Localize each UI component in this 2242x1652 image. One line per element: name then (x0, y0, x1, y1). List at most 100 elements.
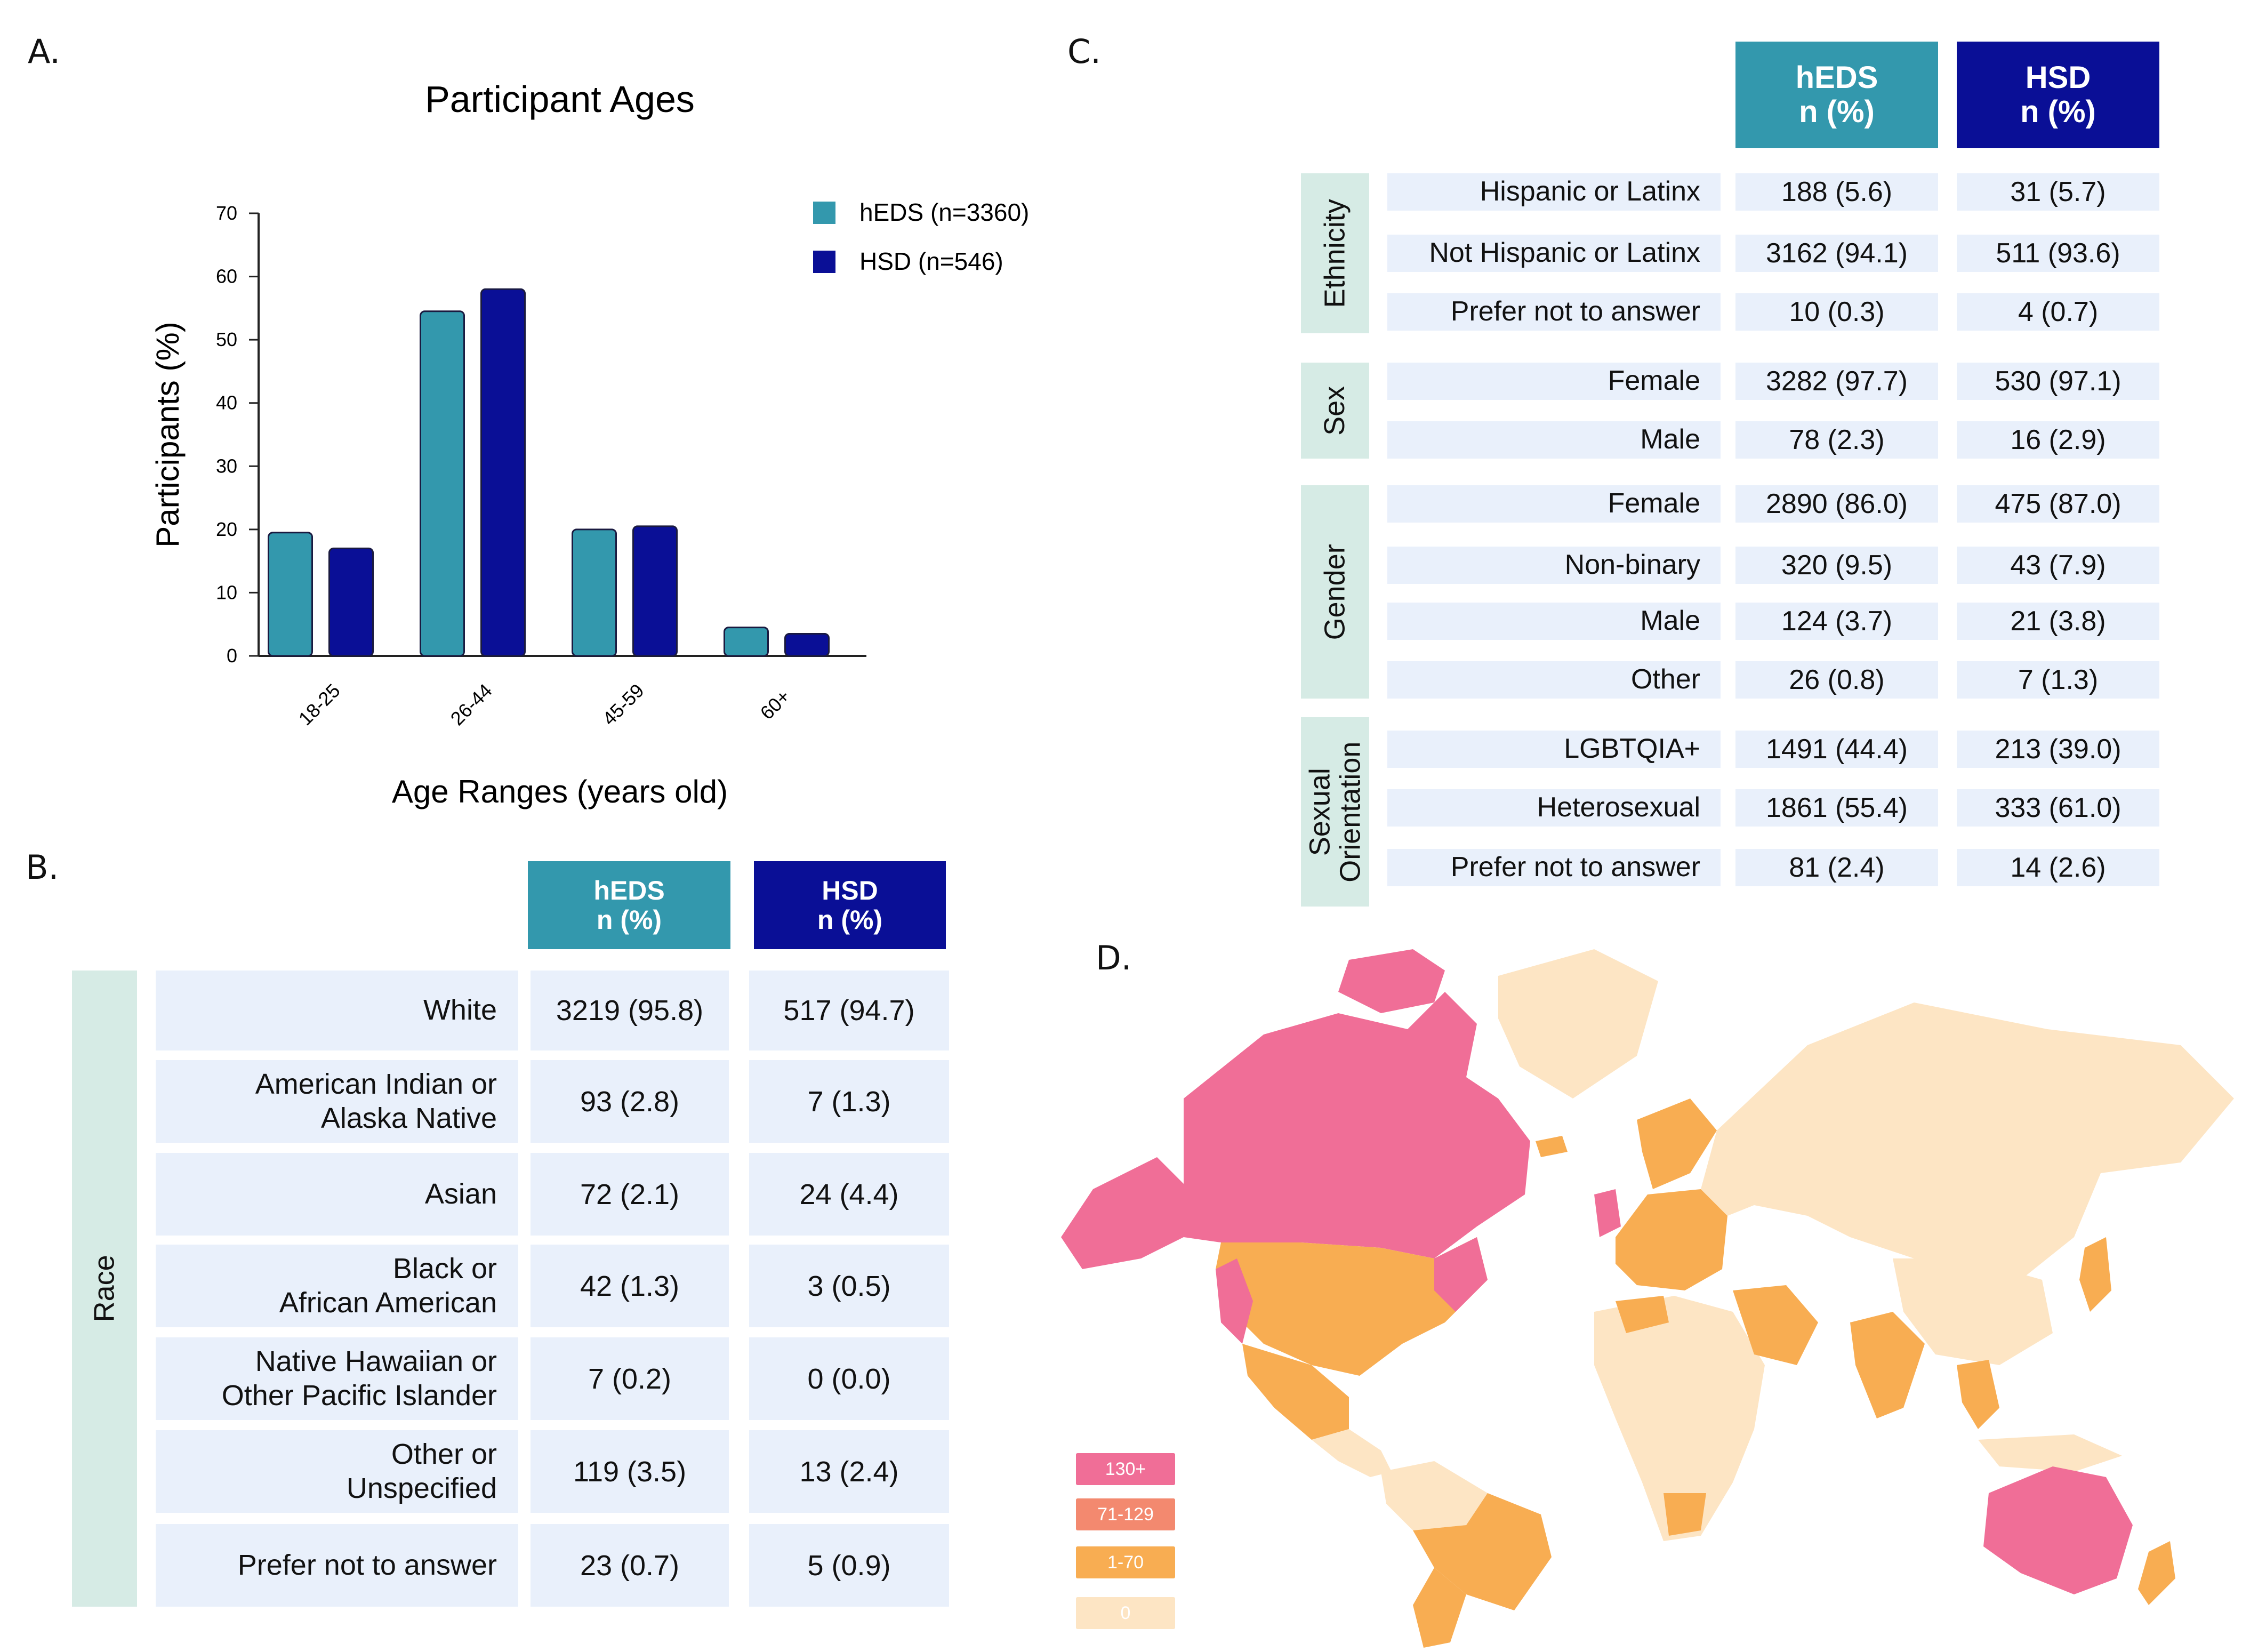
bar-hsd-18-25 (328, 547, 374, 657)
table-c-cell-hsd: 4 (0.7) (1957, 293, 2159, 331)
table-b-row-label-line: Other or (391, 1438, 497, 1470)
table-b-row-label-line: Alaska Native (320, 1102, 497, 1134)
table-c-row-label: Male (1387, 421, 1721, 459)
map-region-china (1893, 1258, 2053, 1365)
table-c-group-label: Sex (1319, 386, 1351, 435)
map-legend-1-70: 1-70 (1076, 1546, 1175, 1578)
y-tick-label: 20 (216, 518, 237, 540)
y-tick-label: 0 (227, 645, 237, 667)
table-c-group-label-line: Orientation (1334, 741, 1366, 883)
map-region-se-asia (1957, 1360, 1999, 1429)
panel-label-d: D. (1096, 939, 1132, 977)
table-c-group-sexual-orientation: Sexual Orientation (1301, 717, 1369, 907)
map-region-greenland (1498, 949, 1658, 1098)
table-c-row-label: Other (1387, 661, 1721, 699)
map-region-europe (1616, 1189, 1727, 1290)
map-region-brazil (1413, 1493, 1552, 1610)
legend-swatch-heds (813, 202, 835, 224)
table-c-header-heds-line: hEDS (1795, 60, 1878, 95)
y-tick-label: 40 (216, 392, 237, 414)
table-c-row-label: Heterosexual (1387, 789, 1721, 827)
table-c-cell-heds: 124 (3.7) (1735, 603, 1938, 640)
map-region-mexico (1242, 1344, 1349, 1440)
table-b-row-label-line: African American (279, 1286, 497, 1319)
table-b-cell-heds: 3219 (95.8) (531, 971, 729, 1050)
y-tick-label: 60 (216, 266, 237, 287)
table-c-cell-heds: 3162 (94.1) (1735, 235, 1938, 272)
table-b-row-label-text: Other or Unspecified (347, 1438, 497, 1505)
legend-label-hsd: HSD (n=546) (859, 247, 1003, 275)
world-map (1061, 949, 2234, 1648)
table-b-header-hsd: HSD n (%) (754, 861, 946, 949)
table-b-row-label-line: Prefer not to answer (237, 1549, 497, 1581)
map-region-new-zealand (2138, 1541, 2175, 1605)
table-c-cell-hsd: 511 (93.6) (1957, 235, 2159, 272)
table-b-row-label-line: Native Hawaiian or (255, 1345, 497, 1377)
table-b-row-label-line: American Indian or (255, 1068, 497, 1100)
table-c-cell-hsd: 14 (2.6) (1957, 849, 2159, 886)
table-b-row-label: Asian (156, 1153, 518, 1236)
x-axis-label: Age Ranges (years old) (392, 774, 728, 809)
x-tick-label: 60+ (756, 685, 794, 724)
map-region-usa-west (1216, 1258, 1253, 1344)
table-c-group-ethnicity: Ethnicity (1301, 173, 1369, 333)
table-c-cell-heds: 81 (2.4) (1735, 849, 1938, 886)
table-b-cell-heds: 93 (2.8) (531, 1060, 729, 1143)
map-region-india (1850, 1312, 1925, 1418)
map-region-uk (1594, 1189, 1621, 1237)
table-c-cell-heds: 1861 (55.4) (1735, 789, 1938, 827)
table-c-row-label: Prefer not to answer (1387, 293, 1721, 331)
table-c-row-label: Not Hispanic or Latinx (1387, 235, 1721, 272)
map-region-iceland (1536, 1136, 1568, 1157)
table-b-row-label: American Indian or Alaska Native (156, 1060, 518, 1143)
table-b-row-label-text: American Indian or Alaska Native (255, 1068, 497, 1135)
x-tick-label: 18-25 (294, 679, 344, 729)
table-b-group-label: Race (88, 1255, 120, 1322)
table-c-cell-heds: 1491 (44.4) (1735, 731, 1938, 768)
table-c-row-label: Non-binary (1387, 547, 1721, 584)
table-c-header-hsd-line: n (%) (2020, 94, 2096, 129)
table-b-row-label-line: Asian (424, 1177, 497, 1210)
map-region-russia-asia (1701, 1003, 2234, 1280)
table-b-row-label-line: White (423, 994, 497, 1027)
y-tick-label: 30 (216, 455, 237, 477)
table-c-cell-heds: 78 (2.3) (1735, 421, 1938, 459)
table-c-row-label: Prefer not to answer (1387, 849, 1721, 886)
table-c-cell-hsd: 333 (61.0) (1957, 789, 2159, 827)
bar-heds-45-59 (572, 528, 617, 657)
map-region-africa (1594, 1296, 1765, 1541)
bar-heds-18-25 (268, 532, 313, 657)
table-c-cell-hsd: 475 (87.0) (1957, 485, 2159, 523)
table-b-cell-heds: 7 (0.2) (531, 1337, 729, 1420)
map-region-central-america (1312, 1429, 1392, 1477)
table-c-cell-hsd: 7 (1.3) (1957, 661, 2159, 699)
table-b-cell-hsd: 517 (94.7) (749, 971, 949, 1050)
map-region-africa-north (1616, 1296, 1669, 1333)
table-b-row-label-text: Native Hawaiian or Other Pacific Islander (222, 1345, 497, 1413)
table-b-header-hsd-line: n (%) (817, 904, 883, 935)
map-region-south-africa (1664, 1493, 1706, 1536)
map-region-canada (1184, 992, 1530, 1258)
table-c-cell-hsd: 21 (3.8) (1957, 603, 2159, 640)
table-c-cell-hsd: 31 (5.7) (1957, 173, 2159, 211)
table-b-cell-hsd: 13 (2.4) (749, 1430, 949, 1513)
table-c-cell-heds: 188 (5.6) (1735, 173, 1938, 211)
table-c-group-label-line: Sexual (1304, 767, 1336, 856)
bar-hsd-45-59 (632, 525, 678, 657)
table-b-cell-heds: 42 (1.3) (531, 1245, 729, 1327)
table-c-group-label: Sexual Orientation (1304, 741, 1366, 883)
table-c-row-label: Female (1387, 363, 1721, 400)
y-tick-label: 70 (216, 202, 237, 224)
table-b-cell-hsd: 5 (0.9) (749, 1524, 949, 1607)
map-legend-130-plus: 130+ (1076, 1453, 1175, 1485)
table-b-cell-heds: 119 (3.5) (531, 1430, 729, 1513)
map-region-alaska (1061, 1157, 1184, 1269)
bar-heds-60+ (724, 627, 769, 657)
panel-label-c: C. (1067, 32, 1101, 71)
map-region-usa (1216, 1237, 1488, 1376)
bar-hsd-60+ (784, 633, 830, 657)
table-c-row-label: Hispanic or Latinx (1387, 173, 1721, 211)
bar-hsd-26-44 (480, 288, 526, 657)
table-b-header-heds-line: n (%) (596, 904, 662, 935)
table-c-cell-heds: 10 (0.3) (1735, 293, 1938, 331)
